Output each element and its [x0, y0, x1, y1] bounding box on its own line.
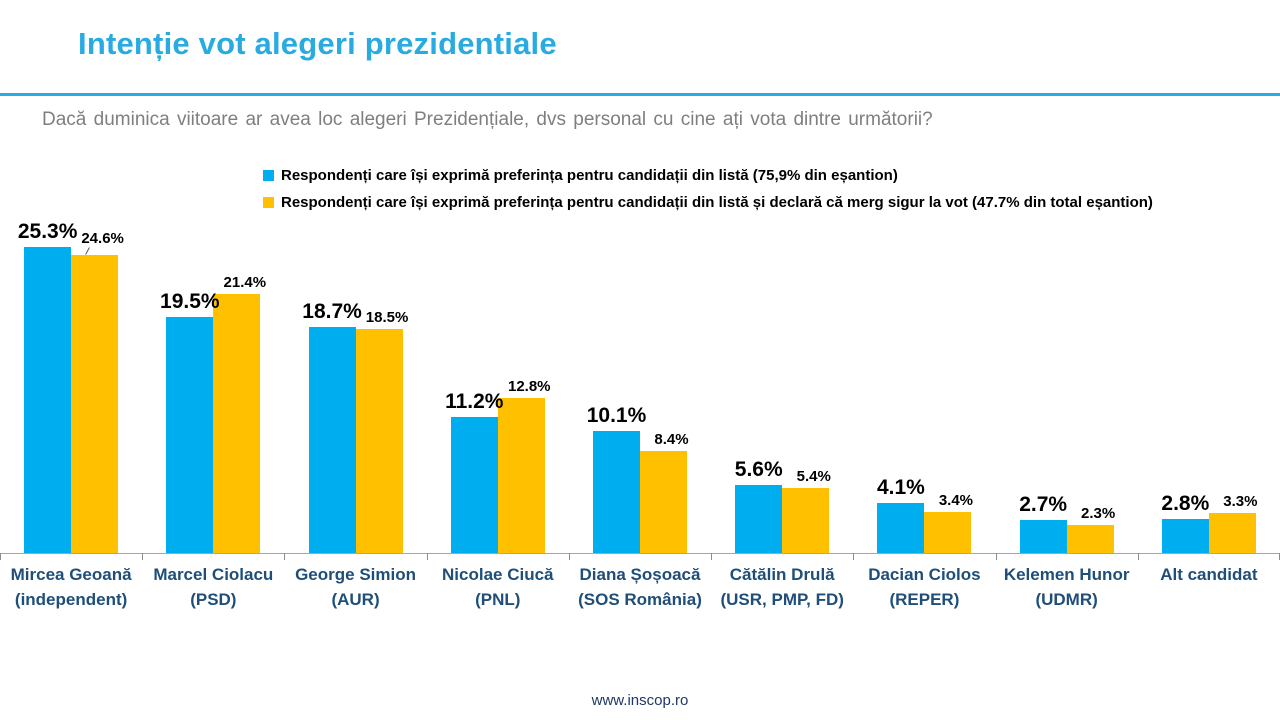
page-title: Intenție vot alegeri prezidentiale [78, 26, 557, 61]
category-group: 2.8% 3.3% [1138, 225, 1280, 553]
category-label: Alt candidat [1160, 565, 1258, 584]
bar-blue [450, 417, 498, 553]
value-label-yellow: 3.3% [1223, 493, 1258, 511]
axis-tick [1138, 553, 1139, 560]
legend-label-yellow: Respondenți care își exprimă preferința … [281, 194, 1153, 211]
bar-blue [877, 503, 925, 553]
category-label: Cătălin Drulă (USR, PMP, FD) [720, 565, 844, 609]
category-group: 11.2% 12.8% [427, 225, 569, 553]
value-label-yellow: 24.6% [81, 230, 124, 248]
bar-yellow [497, 398, 545, 553]
bar-yellow [71, 255, 119, 553]
value-label-blue: 25.3% [17, 219, 78, 243]
axis-tick [996, 553, 997, 560]
value-label-blue: 4.1% [876, 476, 925, 500]
axis-tick [142, 553, 143, 560]
bar-yellow [639, 451, 687, 553]
bar-blue [1161, 519, 1209, 553]
footer-website: www.inscop.ro [591, 692, 689, 709]
category-group: 25.3% 24.6% [0, 220, 142, 553]
category-group: 4.1% 3.4% [853, 225, 995, 553]
axis-tick [284, 553, 285, 560]
bar-blue [1019, 520, 1067, 553]
label-leader-line [85, 247, 90, 256]
bar-blue [308, 326, 356, 553]
title-divider [0, 93, 1280, 96]
bar-yellow [1208, 513, 1256, 553]
bar-blue [592, 430, 640, 553]
value-label-yellow: 3.4% [938, 491, 974, 509]
category-label: George Simion (AUR) [295, 565, 416, 609]
category-axis-labels: Mircea Geoană (independent) Marcel Ciolac… [0, 562, 1280, 612]
bar-chart: 25.3% 24.6% 19.5% 21.4% 18.7% 18.5% 11.2% 12.8%… [0, 220, 1280, 553]
survey-question: Dacă duminica viitoare ar avea loc alege… [42, 109, 933, 130]
category-group: 5.6% 5.4% [711, 225, 853, 553]
axis-tick [0, 553, 1, 560]
category-label: Marcel Ciolacu (PSD) [153, 565, 274, 609]
value-label-blue: 11.2% [445, 390, 504, 414]
value-label-yellow: 5.4% [796, 467, 831, 485]
legend-swatch-yellow-icon [263, 197, 274, 208]
category-label: Diana Șoșoacă (SOS România) [578, 565, 702, 609]
bar-blue [24, 246, 72, 553]
category-label: Mircea Geoană (independent) [10, 565, 132, 609]
legend-item-yellow: Respondenți care își exprimă preferința … [263, 194, 1153, 212]
value-label-yellow: 8.4% [654, 431, 689, 449]
legend-item-blue: Respondenți care își exprimă preferința … [263, 167, 1153, 185]
chart-legend: Respondenți care își exprimă preferința … [263, 167, 1153, 212]
bar-yellow [782, 487, 830, 553]
axis-tick [569, 553, 570, 560]
value-label-yellow: 18.5% [365, 309, 409, 327]
value-label-blue: 19.5% [160, 290, 220, 314]
category-group: 10.1% 8.4% [569, 225, 711, 553]
value-label-yellow: 2.3% [1081, 505, 1116, 523]
category-label: Nicolae Ciucă (PNL) [442, 565, 554, 609]
axis-tick [427, 553, 428, 560]
value-label-blue: 18.7% [302, 299, 362, 323]
category-label: Dacian Ciolos (REPER) [868, 565, 981, 609]
value-label-blue: 10.1% [586, 403, 647, 427]
value-label-blue: 5.6% [734, 458, 783, 482]
value-label-yellow: 12.8% [507, 378, 551, 396]
category-group: 18.7% 18.5% [284, 225, 426, 553]
category-label: Kelemen Hunor (UDMR) [1003, 565, 1130, 609]
value-label-blue: 2.8% [1161, 492, 1210, 516]
bar-yellow [355, 329, 403, 553]
category-group: 19.5% 21.4% [142, 225, 284, 553]
value-label-yellow: 21.4% [223, 274, 267, 292]
bar-yellow [924, 511, 972, 553]
bar-blue [735, 485, 783, 553]
category-group: 2.7% 2.3% [996, 225, 1138, 553]
x-axis-line [0, 553, 1280, 554]
value-label-blue: 2.7% [1019, 493, 1068, 517]
axis-tick [711, 553, 712, 560]
bar-yellow [1066, 525, 1114, 553]
axis-tick [853, 553, 854, 560]
bar-blue [166, 317, 214, 553]
bar-yellow [213, 294, 261, 553]
legend-swatch-blue-icon [263, 170, 274, 181]
legend-label-blue: Respondenți care își exprimă preferința … [281, 167, 898, 184]
